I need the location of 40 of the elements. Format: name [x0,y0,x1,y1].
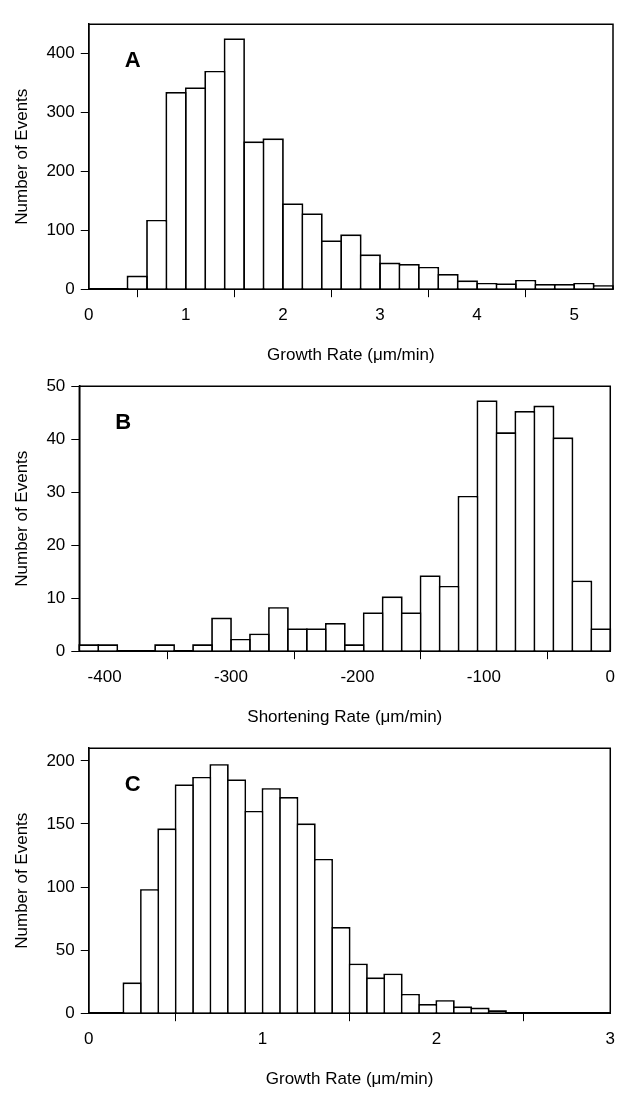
y-tick-label: 150 [46,813,75,833]
x-tick-label: 0 [84,1029,94,1049]
x-tick-label: 2 [431,1029,442,1049]
x-tick-label: 1 [257,1029,268,1049]
x-tick-label: 5 [569,305,579,325]
x-axis-title: Growth Rate (μm/min) [267,345,435,365]
x-axis-title: Shortening Rate (μm/min) [247,707,443,727]
y-tick-label: 0 [65,278,75,298]
y-tick-label: 50 [46,375,66,395]
x-tick-label: -200 [340,667,375,687]
y-tick-label: 0 [65,1002,75,1022]
y-tick-label: 300 [46,102,75,122]
x-tick-label: 4 [472,305,482,325]
y-tick-label: 200 [46,750,75,770]
y-tick-label: 100 [46,876,75,896]
x-tick-label: 0 [84,305,94,325]
annotation: A [124,47,141,73]
x-tick-label: 3 [375,305,385,325]
x-tick-label: 1 [181,305,191,325]
y-axis-title: Number of Events [11,88,31,225]
annotation: C [124,771,141,797]
y-tick-label: 200 [46,161,75,181]
y-axis-title: Number of Events [11,812,31,949]
y-tick-label: 50 [55,939,75,959]
y-tick-label: 20 [46,534,66,554]
x-tick-label: 2 [278,305,288,325]
annotation: B [115,409,132,435]
x-axis-title: Growth Rate (μm/min) [265,1069,434,1089]
y-tick-label: 100 [46,220,75,239]
x-tick-label: 0 [605,667,616,687]
x-tick-label: 3 [605,1029,616,1049]
y-tick-label: 400 [46,43,75,63]
x-tick-label: -300 [214,667,249,687]
y-tick-label: 40 [46,428,66,448]
y-tick-label: 10 [46,587,66,607]
y-tick-label: 30 [46,481,66,501]
x-tick-label: -400 [87,667,122,687]
y-axis-title: Number of Events [11,450,31,587]
y-tick-label: 0 [55,640,66,660]
x-tick-label: -100 [466,667,501,687]
